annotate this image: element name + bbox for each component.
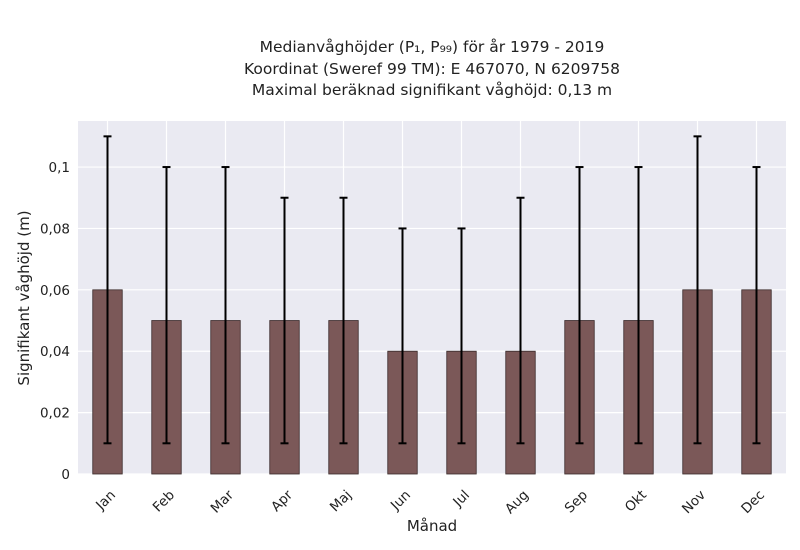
x-tick-label: Feb xyxy=(150,487,178,515)
x-axis-ticks: Jan Feb Mar Apr Maj Jun Jul Aug Sep Okt Nov Dec xyxy=(92,487,768,517)
error-bars xyxy=(103,135,761,445)
x-tick-label: Nov xyxy=(679,487,709,517)
y-tick-label: 0,06 xyxy=(40,283,70,299)
error-bar-dec xyxy=(752,166,761,445)
error-bar-apr xyxy=(280,196,289,445)
x-tick-label: Maj xyxy=(327,487,355,515)
x-axis-label: Månad xyxy=(407,517,457,535)
chart-title-line-1: Medianvåghöjder (P₁, P₉₉) för år 1979 - … xyxy=(260,38,605,56)
y-axis-ticks: 0 0,02 0,04 0,06 0,08 0,1 xyxy=(40,160,70,483)
error-bar-okt xyxy=(634,166,643,445)
chart-title-line-3: Maximal beräknad signifikant våghöjd: 0,… xyxy=(252,81,612,99)
y-tick-label: 0,08 xyxy=(40,221,70,237)
error-bar-nov xyxy=(693,135,702,445)
error-bar-jan xyxy=(103,135,112,445)
y-axis-label: Signifikant våghöjd (m) xyxy=(15,210,33,385)
y-tick-label: 0,04 xyxy=(40,344,70,360)
error-bar-jun xyxy=(398,227,407,445)
x-tick-label: Okt xyxy=(622,487,650,515)
error-bar-jul xyxy=(457,227,466,445)
error-bar-aug xyxy=(516,196,525,445)
x-tick-label: Aug xyxy=(502,487,532,517)
x-tick-label: Jan xyxy=(92,487,119,514)
x-tick-label: Jun xyxy=(387,487,414,514)
x-tick-label: Mar xyxy=(208,487,238,517)
error-bar-mar xyxy=(221,166,230,445)
error-bar-feb xyxy=(162,166,171,445)
y-tick-label: 0,02 xyxy=(40,406,70,422)
error-bar-maj xyxy=(339,196,348,445)
plot-area xyxy=(78,121,786,474)
y-tick-label: 0 xyxy=(61,467,70,483)
chart-title: Medianvåghöjder (P₁, P₉₉) för år 1979 - … xyxy=(244,38,620,99)
error-bar-sep xyxy=(575,166,584,445)
x-tick-label: Sep xyxy=(562,487,591,516)
x-tick-label: Dec xyxy=(738,487,768,517)
x-tick-label: Jul xyxy=(449,487,473,511)
chart-title-line-2: Koordinat (Sweref 99 TM): E 467070, N 62… xyxy=(244,60,620,78)
y-tick-label: 0,1 xyxy=(49,160,70,176)
x-tick-label: Apr xyxy=(268,487,296,515)
